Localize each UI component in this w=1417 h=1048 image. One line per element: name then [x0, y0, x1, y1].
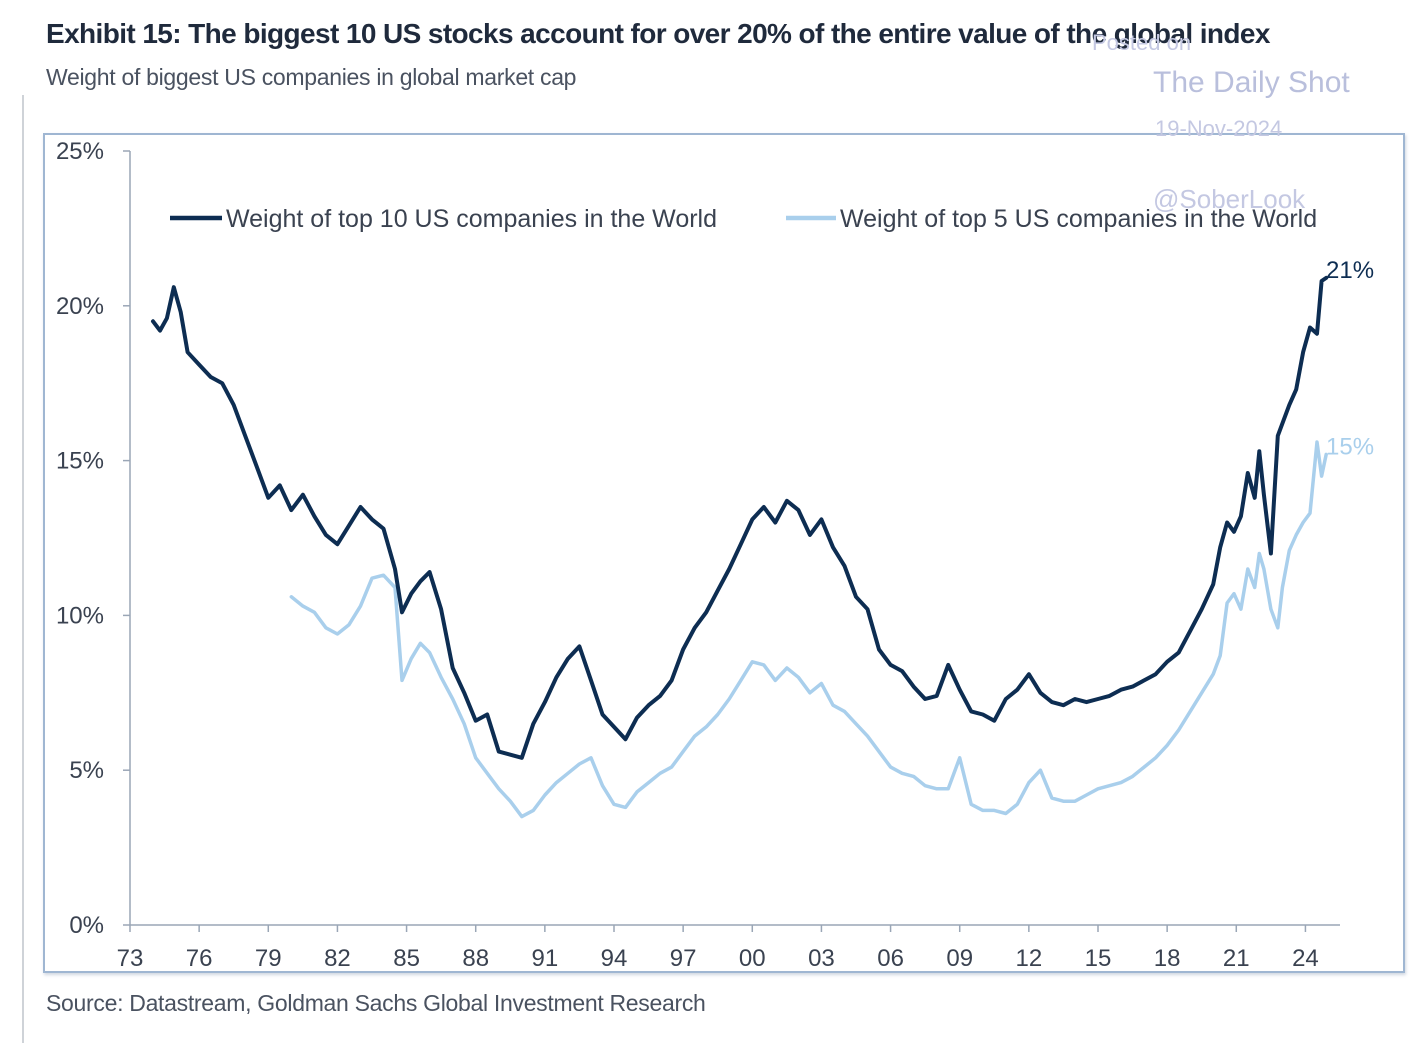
x-tick-label: 00	[739, 945, 766, 972]
x-tick-label: 15	[1085, 945, 1112, 972]
x-tick-label: 09	[946, 945, 973, 972]
chart-series	[151, 275, 1329, 819]
watermark-handle: @SoberLook	[1153, 184, 1306, 214]
x-tick-label: 03	[808, 945, 835, 972]
legend-top10-label: Weight of top 10 US companies in the Wor…	[226, 205, 717, 233]
y-tick-label: 25%	[56, 138, 104, 165]
x-tick-label: 18	[1154, 945, 1181, 972]
chart-legend: Weight of top 10 US companies in the Wor…	[170, 205, 1317, 233]
y-tick-label: 15%	[56, 448, 104, 475]
y-tick-label: 0%	[69, 912, 104, 939]
chart-axes: 0% 5% 10% 15% 20% 25% 73 76 79 82 85 88 91 94 97 00 03 06…	[56, 138, 1340, 972]
x-tick-label: 85	[393, 945, 420, 972]
y-tick-label: 5%	[69, 757, 104, 784]
y-tick-label: 10%	[56, 602, 104, 629]
x-tick-label: 76	[186, 945, 213, 972]
x-tick-label: 21	[1223, 945, 1250, 972]
watermark-posted-on: Posted on	[1092, 30, 1192, 55]
x-tick-label: 97	[670, 945, 697, 972]
end-label-top10: 21%	[1326, 257, 1374, 284]
x-tick-label: 88	[462, 945, 489, 972]
exhibit-title: Exhibit 15: The biggest 10 US stocks acc…	[46, 18, 1270, 49]
chart-end-labels: 21% 15%	[1326, 257, 1374, 460]
page-left-rule	[22, 95, 24, 1043]
watermark-daily-shot: The Daily Shot	[1153, 66, 1350, 99]
y-tick-label: 20%	[56, 293, 104, 320]
x-tick-label: 73	[117, 945, 144, 972]
x-tick-label: 12	[1016, 945, 1043, 972]
exhibit-subtitle: Weight of biggest US companies in global…	[46, 64, 577, 90]
x-tick-label: 91	[532, 945, 559, 972]
x-tick-label: 94	[601, 945, 628, 972]
series-top10-line	[151, 275, 1329, 760]
x-tick-label: 24	[1292, 945, 1319, 972]
source-note: Source: Datastream, Goldman Sachs Global…	[46, 990, 706, 1016]
end-label-top5: 15%	[1326, 433, 1374, 460]
x-tick-label: 06	[877, 945, 904, 972]
watermark-date: 19-Nov-2024	[1155, 116, 1283, 141]
x-tick-label: 79	[255, 945, 282, 972]
x-tick-label: 82	[324, 945, 351, 972]
chart-frame	[43, 133, 1405, 973]
legend-top5-label: Weight of top 5 US companies in the Worl…	[840, 205, 1317, 233]
series-top5-line	[289, 440, 1328, 819]
